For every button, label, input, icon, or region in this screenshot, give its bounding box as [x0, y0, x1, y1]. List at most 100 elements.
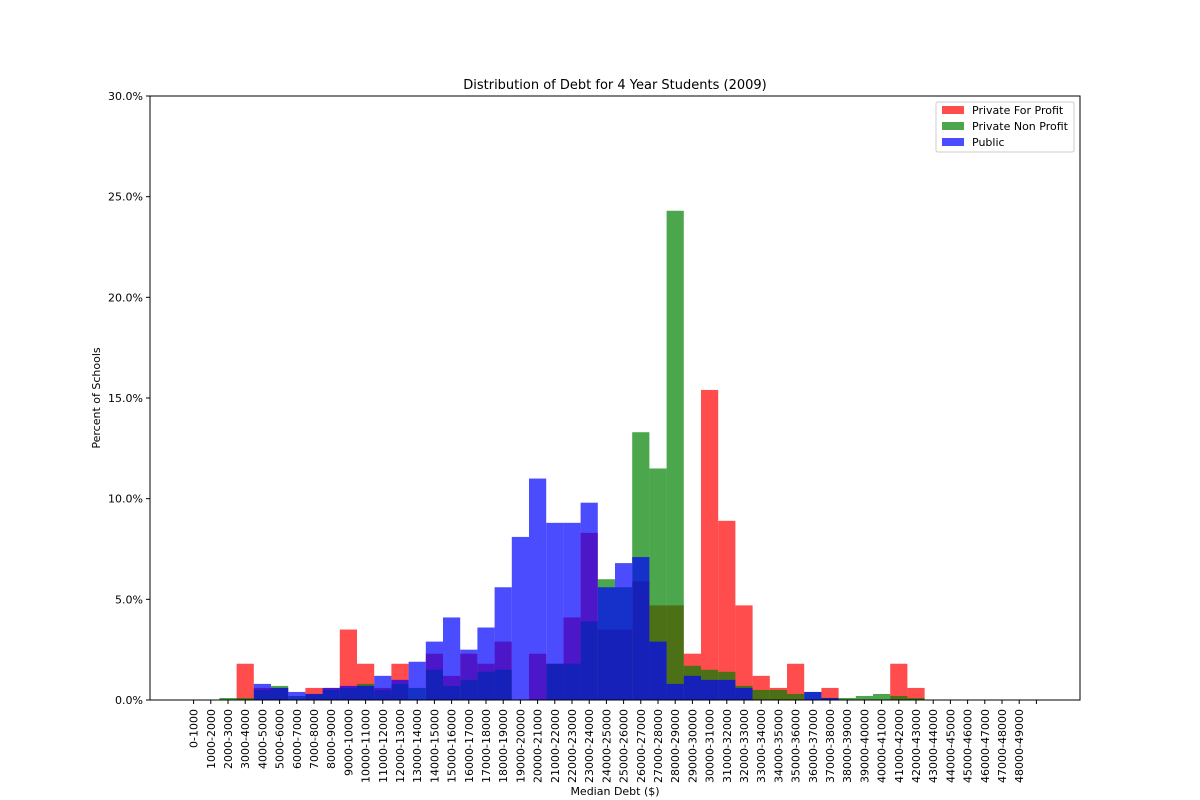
bar-0-42	[907, 687, 925, 700]
bar-1-28	[666, 210, 684, 700]
x-tick-label: 39000-40000	[858, 709, 871, 783]
bar-1-41	[890, 695, 908, 700]
bar-2-24	[597, 587, 615, 700]
x-tick-label: 43000-44000	[927, 709, 940, 783]
legend-swatch	[942, 122, 964, 130]
bar-2-13	[408, 661, 426, 700]
x-tick-label: 13000-14000	[411, 709, 424, 783]
bar-1-35	[787, 693, 805, 700]
bar-2-7	[305, 693, 323, 700]
x-tick-label: 14000-15000	[428, 709, 441, 783]
bar-0-9	[339, 629, 357, 700]
x-tick-label: 17000-18000	[480, 709, 493, 783]
bar-1-34	[769, 689, 787, 700]
bar-1-42	[907, 697, 925, 700]
bar-1-39	[855, 695, 873, 700]
x-tick-label: 21000-22000	[549, 709, 562, 783]
legend-swatch	[942, 106, 964, 114]
x-tick-label: 46000-47000	[979, 709, 992, 783]
bar-0-32	[735, 605, 753, 700]
x-tick-label: 44000-45000	[944, 709, 957, 783]
x-tick-label: 25000-26000	[618, 709, 631, 783]
x-axis: 0-1000 1000-2000 2000-3000 3000-4000 4000-50…	[188, 700, 1037, 783]
x-tick-label: 23000-24000	[583, 709, 596, 783]
x-tick-label: 32000-33000	[738, 709, 751, 783]
legend: Private For Profit Private Non Profit Publ…	[935, 101, 1075, 153]
x-tick-label: 48000-49000	[1013, 709, 1026, 783]
bar-2-31	[718, 679, 736, 700]
bar-2-18	[494, 587, 512, 700]
y-tick-label: 15.0%	[108, 392, 143, 405]
bar-2-26	[632, 557, 650, 700]
bar-2-6	[288, 691, 306, 700]
bar-2-10	[357, 685, 375, 700]
x-tick-label: 6000-7000	[291, 709, 304, 769]
x-tick-label: 22000-23000	[566, 709, 579, 783]
bar-2-32	[735, 687, 753, 700]
x-tick-label: 35000-36000	[790, 709, 803, 783]
x-tick-label: 15000-16000	[446, 709, 459, 783]
bar-2-8	[322, 687, 340, 700]
x-tick-label: 20000-21000	[532, 709, 545, 783]
bar-2-4	[253, 683, 271, 700]
x-tick-label: 42000-43000	[910, 709, 923, 783]
legend-label: Private Non Profit	[972, 120, 1069, 133]
y-tick-label: 10.0%	[108, 493, 143, 506]
bar-1-2	[219, 697, 237, 700]
x-tick-label: 8000-9000	[325, 709, 338, 769]
bar-1-33	[752, 689, 770, 700]
legend-swatch	[942, 138, 964, 146]
bar-2-25	[615, 563, 633, 700]
bar-0-3	[236, 663, 254, 700]
x-tick-label: 37000-38000	[824, 709, 837, 783]
y-tick-label: 30.0%	[108, 90, 143, 103]
bar-1-3	[236, 697, 254, 700]
bar-0-37	[821, 687, 839, 700]
y-tick-label: 5.0%	[115, 593, 143, 606]
y-axis: 0.0% 5.0% 10.0% 15.0% 20.0% 25.0% 30.0%	[108, 90, 150, 707]
bar-0-30	[701, 389, 719, 700]
bar-2-9	[339, 685, 357, 700]
x-tick-label: 18000-19000	[497, 709, 510, 783]
bar-2-36	[804, 691, 822, 700]
y-tick-label: 0.0%	[115, 694, 143, 707]
bar-0-35	[787, 663, 805, 700]
x-tick-label: 40000-41000	[876, 709, 889, 783]
bar-2-19	[511, 536, 529, 700]
bar-2-29	[683, 675, 701, 700]
x-tick-label: 10000-11000	[360, 709, 373, 783]
x-tick-label: 33000-34000	[755, 709, 768, 783]
x-tick-label: 41000-42000	[893, 709, 906, 783]
bar-2-5	[271, 687, 289, 700]
bar-2-22	[563, 522, 581, 700]
x-tick-label: 11000-12000	[377, 709, 390, 783]
bar-2-28	[666, 683, 684, 700]
bar-2-11	[374, 675, 392, 700]
bar-0-41	[890, 663, 908, 700]
x-tick-label: 0-1000	[188, 709, 201, 748]
bar-layer	[219, 210, 925, 700]
chart-title: Distribution of Debt for 4 Year Students…	[463, 78, 767, 93]
x-tick-label: 36000-37000	[807, 709, 820, 783]
bar-1-40	[873, 693, 891, 700]
x-tick-label: 3000-4000	[239, 709, 252, 769]
x-tick-label: 7000-8000	[308, 709, 321, 769]
x-tick-label: 45000-46000	[962, 709, 975, 783]
legend-label: Public	[972, 136, 1005, 149]
y-tick-label: 20.0%	[108, 291, 143, 304]
x-tick-label: 1000-2000	[205, 709, 218, 769]
bar-2-12	[391, 679, 409, 700]
x-tick-label: 28000-29000	[669, 709, 682, 783]
bar-2-20	[529, 478, 547, 700]
x-axis-label: Median Debt ($)	[570, 785, 659, 798]
x-tick-label: 38000-39000	[841, 709, 854, 783]
x-tick-label: 34000-35000	[772, 709, 785, 783]
x-tick-label: 24000-25000	[600, 709, 613, 783]
x-tick-label: 29000-30000	[686, 709, 699, 783]
bar-2-37	[821, 697, 839, 700]
x-tick-label: 12000-13000	[394, 709, 407, 783]
bar-2-17	[477, 627, 495, 700]
y-tick-label: 25.0%	[108, 191, 143, 204]
bar-2-30	[701, 679, 719, 700]
